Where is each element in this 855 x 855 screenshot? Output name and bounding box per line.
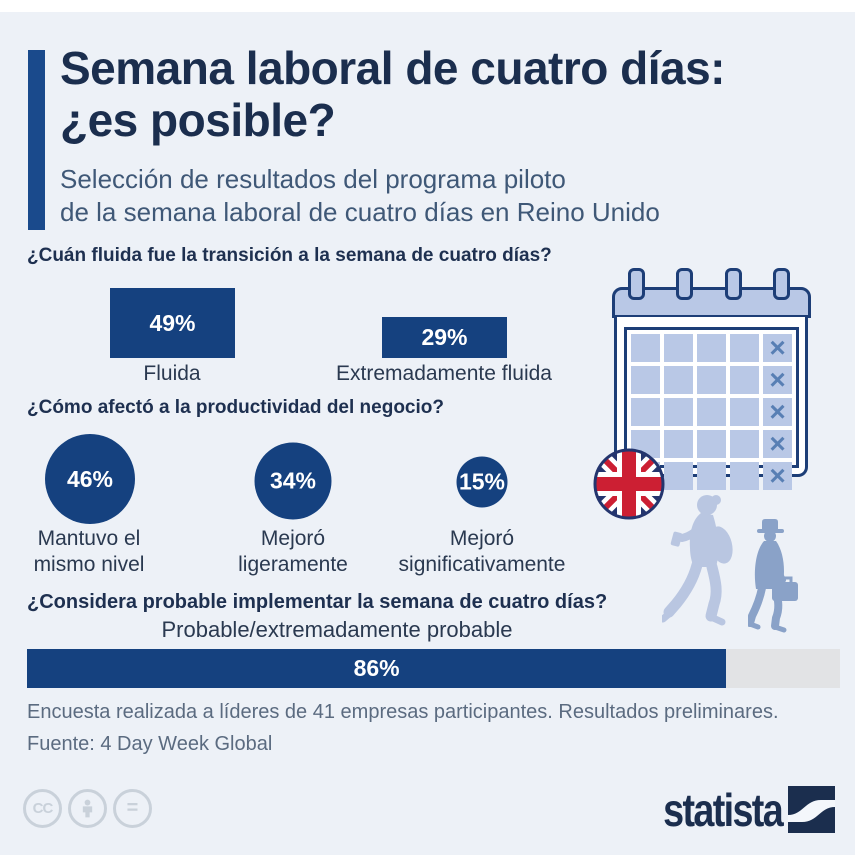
- question-3-subtitle: Probable/extremadamente probable: [161, 617, 513, 642]
- likelihood-bar-fill: 86%: [27, 649, 727, 688]
- cross-icon: ×: [769, 396, 786, 427]
- bubble-mantuvo-circle: 46%: [45, 434, 135, 524]
- calendar-day-crossed: ×: [763, 430, 792, 458]
- calendar-day: [697, 366, 726, 394]
- calendar-header: [612, 287, 811, 318]
- calendar-day: [730, 430, 759, 458]
- bar-extremadamente-fluida: 29%: [382, 317, 507, 358]
- source-note: Fuente: 4 Day Week Global: [27, 733, 273, 755]
- question-3-title: ¿Considera probable implementar la seman…: [27, 591, 608, 613]
- top-margin: [0, 0, 855, 12]
- walking-woman-silhouette: [662, 495, 733, 626]
- bubble-mejoro-significativamente-label: Mejoró significativamente: [398, 527, 566, 576]
- cross-icon: ×: [769, 332, 786, 363]
- calendar-ring-icon: [628, 268, 645, 300]
- cc-attribution-icon: [68, 789, 107, 828]
- calendar-ring-icon: [773, 268, 790, 300]
- calendar-ring-icon: [676, 268, 693, 300]
- calendar-day: [730, 334, 759, 362]
- calendar-day-crossed: ×: [763, 366, 792, 394]
- license-badges: CC =: [23, 789, 152, 828]
- calendar-day: [697, 462, 726, 490]
- calendar-day: [664, 366, 693, 394]
- bar-extremadamente-fluida-label: Extremadamente fluida: [336, 362, 552, 385]
- bubble-mantuvo-value: 46%: [66, 465, 114, 492]
- title-line-2: ¿es posible?: [60, 94, 336, 146]
- likelihood-bar-track: 86%: [27, 649, 840, 688]
- bubble-mejoro-ligeramente-value: 34%: [269, 467, 317, 494]
- cross-icon: ×: [769, 460, 786, 491]
- calendar-day-crossed: ×: [763, 334, 792, 362]
- bubble-mejoro-significativamente-circle: 15%: [456, 456, 508, 508]
- calendar-day: [631, 398, 660, 426]
- cc-icon: CC: [23, 789, 62, 828]
- page-title: Semana laboral de cuatro días: ¿es posib…: [60, 42, 726, 146]
- walking-man-silhouette: [748, 519, 798, 633]
- title-accent-bar: [28, 50, 45, 230]
- calendar-day: [730, 366, 759, 394]
- calendar-day: [730, 398, 759, 426]
- calendar-day: [730, 462, 759, 490]
- calendar-day: [664, 430, 693, 458]
- cross-icon: ×: [769, 364, 786, 395]
- calendar-day: [664, 462, 693, 490]
- cross-icon: ×: [769, 428, 786, 459]
- bar-fluida-value: 49%: [149, 309, 196, 336]
- bubble-mejoro-significativamente-value: 15%: [458, 468, 506, 495]
- calendar-day: [664, 398, 693, 426]
- statista-logo: statista: [637, 784, 835, 836]
- calendar-day: [697, 334, 726, 362]
- bubble-mantuvo-label: Mantuvo el mismo nivel: [33, 527, 145, 576]
- calendar-ring-icon: [725, 268, 742, 300]
- survey-note: Encuesta realizada a líderes de 41 empre…: [27, 701, 779, 723]
- bubble-mejoro-ligeramente-circle: 34%: [254, 442, 332, 520]
- question-1-title: ¿Cuán fluida fue la transición a la sema…: [27, 245, 552, 266]
- calendar-day-crossed: ×: [763, 462, 792, 490]
- calendar-day: [631, 366, 660, 394]
- uk-flag-icon: [593, 448, 665, 520]
- title-line-1: Semana laboral de cuatro días:: [60, 42, 726, 94]
- cc-nd-icon: =: [113, 789, 152, 828]
- bubble-mejoro-ligeramente-label: Mejoró ligeramente: [238, 527, 348, 576]
- statista-wordmark: statista: [663, 783, 784, 836]
- bar-fluida: 49%: [110, 288, 235, 358]
- bar-extremadamente-fluida-value: 29%: [421, 324, 468, 350]
- question-2-title: ¿Cómo afectó a la productividad del nego…: [27, 397, 444, 418]
- calendar-day: [664, 334, 693, 362]
- calendar-day: [697, 398, 726, 426]
- subtitle-line-2: de la semana laboral de cuatro días en R…: [60, 197, 660, 227]
- calendar-day-crossed: ×: [763, 398, 792, 426]
- calendar-day: [631, 334, 660, 362]
- likelihood-bar-value: 86%: [353, 655, 400, 681]
- bar-fluida-label: Fluida: [143, 362, 201, 385]
- calendar-day: [697, 430, 726, 458]
- subtitle-line-1: Selección de resultados del programa pil…: [60, 164, 566, 194]
- subtitle: Selección de resultados del programa pil…: [60, 163, 660, 229]
- statista-logo-mark: [788, 786, 835, 833]
